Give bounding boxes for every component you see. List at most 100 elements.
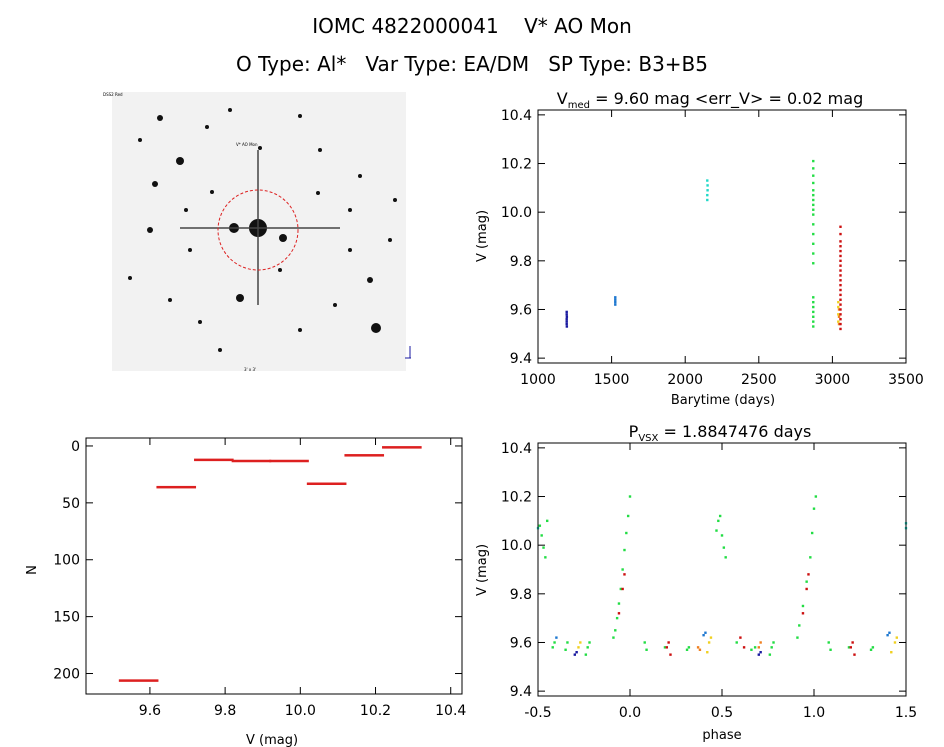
histogram-xtick-label-0: 9.6 [139,703,161,719]
phased-point-74 [696,646,700,649]
sky-image-survey-label: DSS2 Red [103,92,123,97]
phased-point-7 [564,648,567,651]
phased-point-45 [812,507,816,510]
phased-point-61 [805,587,808,591]
phased-xtick-label-2: 0.5 [711,705,733,721]
phased-point-9 [584,653,588,656]
phased-xlabel: phase [702,728,741,743]
phased-point-49 [847,646,851,649]
phased-point-6 [553,641,556,644]
histogram-xtick-label-2: 10.0 [285,703,316,719]
phased-point-33 [735,641,738,644]
lightcurve-point-47 [839,318,842,321]
lightcurve-point-32 [812,193,815,197]
lightcurve-point-43 [837,315,841,318]
star-27 [188,248,192,252]
phased-point-73 [895,636,898,639]
phased-point-83 [702,633,705,637]
phased-point-81 [759,651,762,654]
lightcurve-point-48 [839,313,842,316]
phased-point-0 [538,524,542,527]
histogram-bar-4 [269,459,309,463]
lightcurve-xtick-label-0: 1000 [520,372,556,388]
star-28 [348,208,352,212]
phased-point-23 [645,648,648,651]
phased-point-86 [888,631,891,634]
phased-title-sub: VSX [638,433,658,444]
phased-point-3 [544,556,547,559]
lightcurve-point-33 [812,189,815,192]
sky-image-target-label: V* AO Mon [236,142,258,147]
histogram-bar-6 [344,454,385,457]
phased-point-48 [829,648,832,651]
phased-xtick-label-4: 1.5 [895,705,917,721]
lightcurve-title-sub: med [568,100,590,111]
phased-xtick-label-1: 0.0 [619,705,641,721]
star-14 [358,174,362,178]
histogram-bar-3 [231,459,272,463]
phased-ytick-label-0: 9.4 [510,684,532,700]
phased-point-21 [628,495,632,498]
star-11 [367,277,373,283]
phased-point-37 [770,646,773,649]
phased-point-38 [772,641,775,644]
sky-stars [128,108,411,359]
lightcurve-point-10 [614,296,617,299]
lightcurve-point-59 [839,259,842,263]
phased-point-11 [588,641,591,644]
phased-point-14 [615,616,619,620]
target-circle [217,189,299,271]
lightcurve-point-8 [614,300,617,304]
star-8 [147,227,153,233]
lightcurve-title-rest: = 9.60 mag <err_V> = 0.02 mag [590,89,863,109]
phased-point-25 [685,648,689,651]
histogram-ytick-label-3: 150 [53,610,80,626]
lightcurve-point-19 [812,310,815,314]
histogram-ytick-label-2: 100 [53,553,80,569]
lightcurve-point-51 [839,298,842,301]
lightcurve-point-58 [839,264,842,267]
phased-point-82 [555,636,558,639]
lightcurve-point-65 [839,225,842,228]
lightcurve-point-40 [837,305,840,309]
phased-point-22 [643,641,646,644]
phased-point-75 [698,648,702,651]
star-3 [157,115,163,121]
lightcurve-ytick-label-4: 10.2 [501,157,532,173]
phased-point-71 [890,651,893,654]
lightcurve-point-36 [812,167,815,170]
phased-point-19 [625,531,628,535]
phased-point-85 [886,633,889,637]
star-20 [298,328,302,332]
phased-ytick-label-5: 10.4 [501,441,532,457]
phased-ytick-label-2: 9.8 [510,587,532,603]
histogram-bar-1 [156,485,197,489]
phased-point-77 [759,641,762,644]
lightcurve-xlabel: Barytime (days) [671,393,775,408]
lightcurve-xtick-label-1: 1500 [594,372,630,388]
lightcurve-point-55 [839,279,842,282]
lightcurve-point-63 [839,240,842,243]
phased-point-2 [542,546,545,549]
phased-point-55 [665,646,668,649]
star-6 [152,181,158,187]
phased-point-78 [573,653,576,656]
phased-point-64 [851,641,854,644]
phased-point-53 [621,587,624,591]
phased-point-68 [706,651,709,654]
lightcurve-point-29 [812,208,815,211]
phased-ytick-label-3: 10.0 [501,538,532,554]
phased-ytick-label-4: 10.2 [501,490,532,506]
phased-point-70 [709,636,713,639]
phased-point-12 [612,636,615,639]
histogram-bar-0 [118,679,159,682]
lightcurve-ylabel: V (mag) [475,210,490,262]
star-13 [316,191,320,195]
star-30 [393,198,397,202]
star-2 [279,234,287,242]
lightcurve-point-11 [706,198,709,202]
lightcurve-title-main: V [557,89,568,108]
phased-point-10 [586,646,589,649]
lightcurve-point-2 [565,318,568,321]
phased-point-58 [739,636,742,639]
